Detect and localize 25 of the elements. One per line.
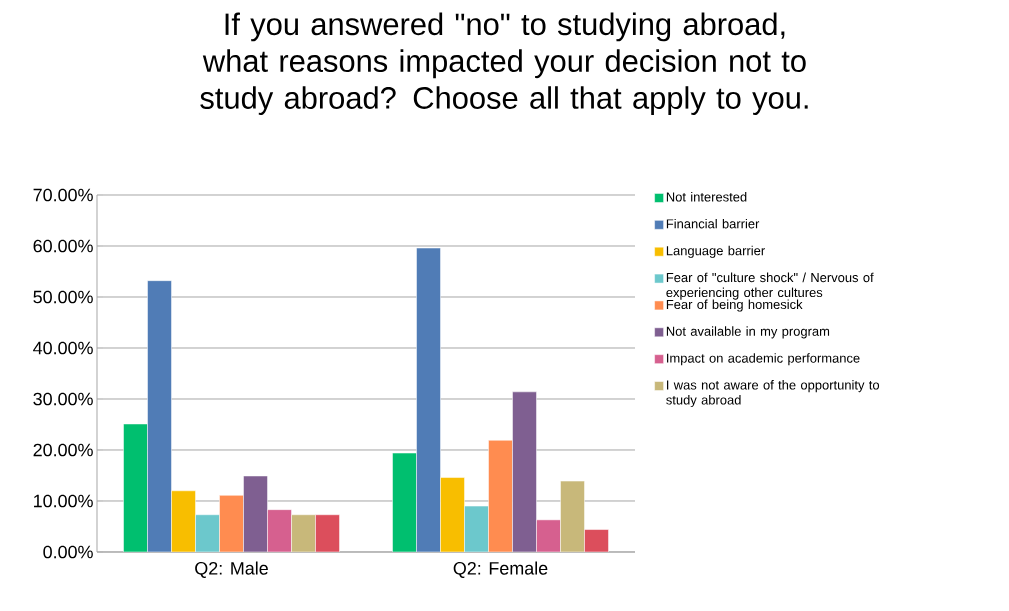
bar bbox=[464, 505, 489, 552]
bar bbox=[291, 514, 316, 552]
y-tick-label: 40.00% bbox=[33, 341, 93, 355]
legend-label: I was not aware of the opportunity to study abroad bbox=[666, 380, 880, 408]
legend-label: Not available in my program bbox=[666, 326, 830, 339]
y-tick-label: 20.00% bbox=[33, 443, 93, 457]
y-tick-label: 60.00% bbox=[33, 239, 93, 253]
bar bbox=[560, 480, 585, 552]
y-tick-label: 50.00% bbox=[33, 290, 93, 304]
y-tick-label: 70.00% bbox=[33, 188, 93, 202]
bar bbox=[147, 280, 172, 552]
bar bbox=[195, 514, 220, 552]
x-tick-label: Q2: Female bbox=[453, 561, 548, 578]
chart-title: If you answered "no" to studying abroad, what reasons impacted your decision not to study abroad? Choose all that apply to you. bbox=[200, 12, 808, 116]
legend-label: Impact on academic performance bbox=[667, 353, 860, 366]
bar bbox=[416, 247, 441, 552]
legend-label: Not interested bbox=[666, 192, 747, 202]
x-tick-label: Q2: Male bbox=[195, 561, 268, 578]
legend-label: Fear of "culture shock" / Nervous of experiencing other cultures bbox=[666, 272, 874, 300]
y-tick-label: 0.00% bbox=[43, 545, 93, 559]
y-tick-label: 30.00% bbox=[33, 392, 93, 406]
legend-label: Fear of being homesick bbox=[666, 299, 803, 312]
legend-label: Language barrier bbox=[666, 245, 765, 258]
y-tick-label: 10.00% bbox=[34, 494, 93, 508]
legend-label: Financial barrier bbox=[666, 218, 760, 229]
